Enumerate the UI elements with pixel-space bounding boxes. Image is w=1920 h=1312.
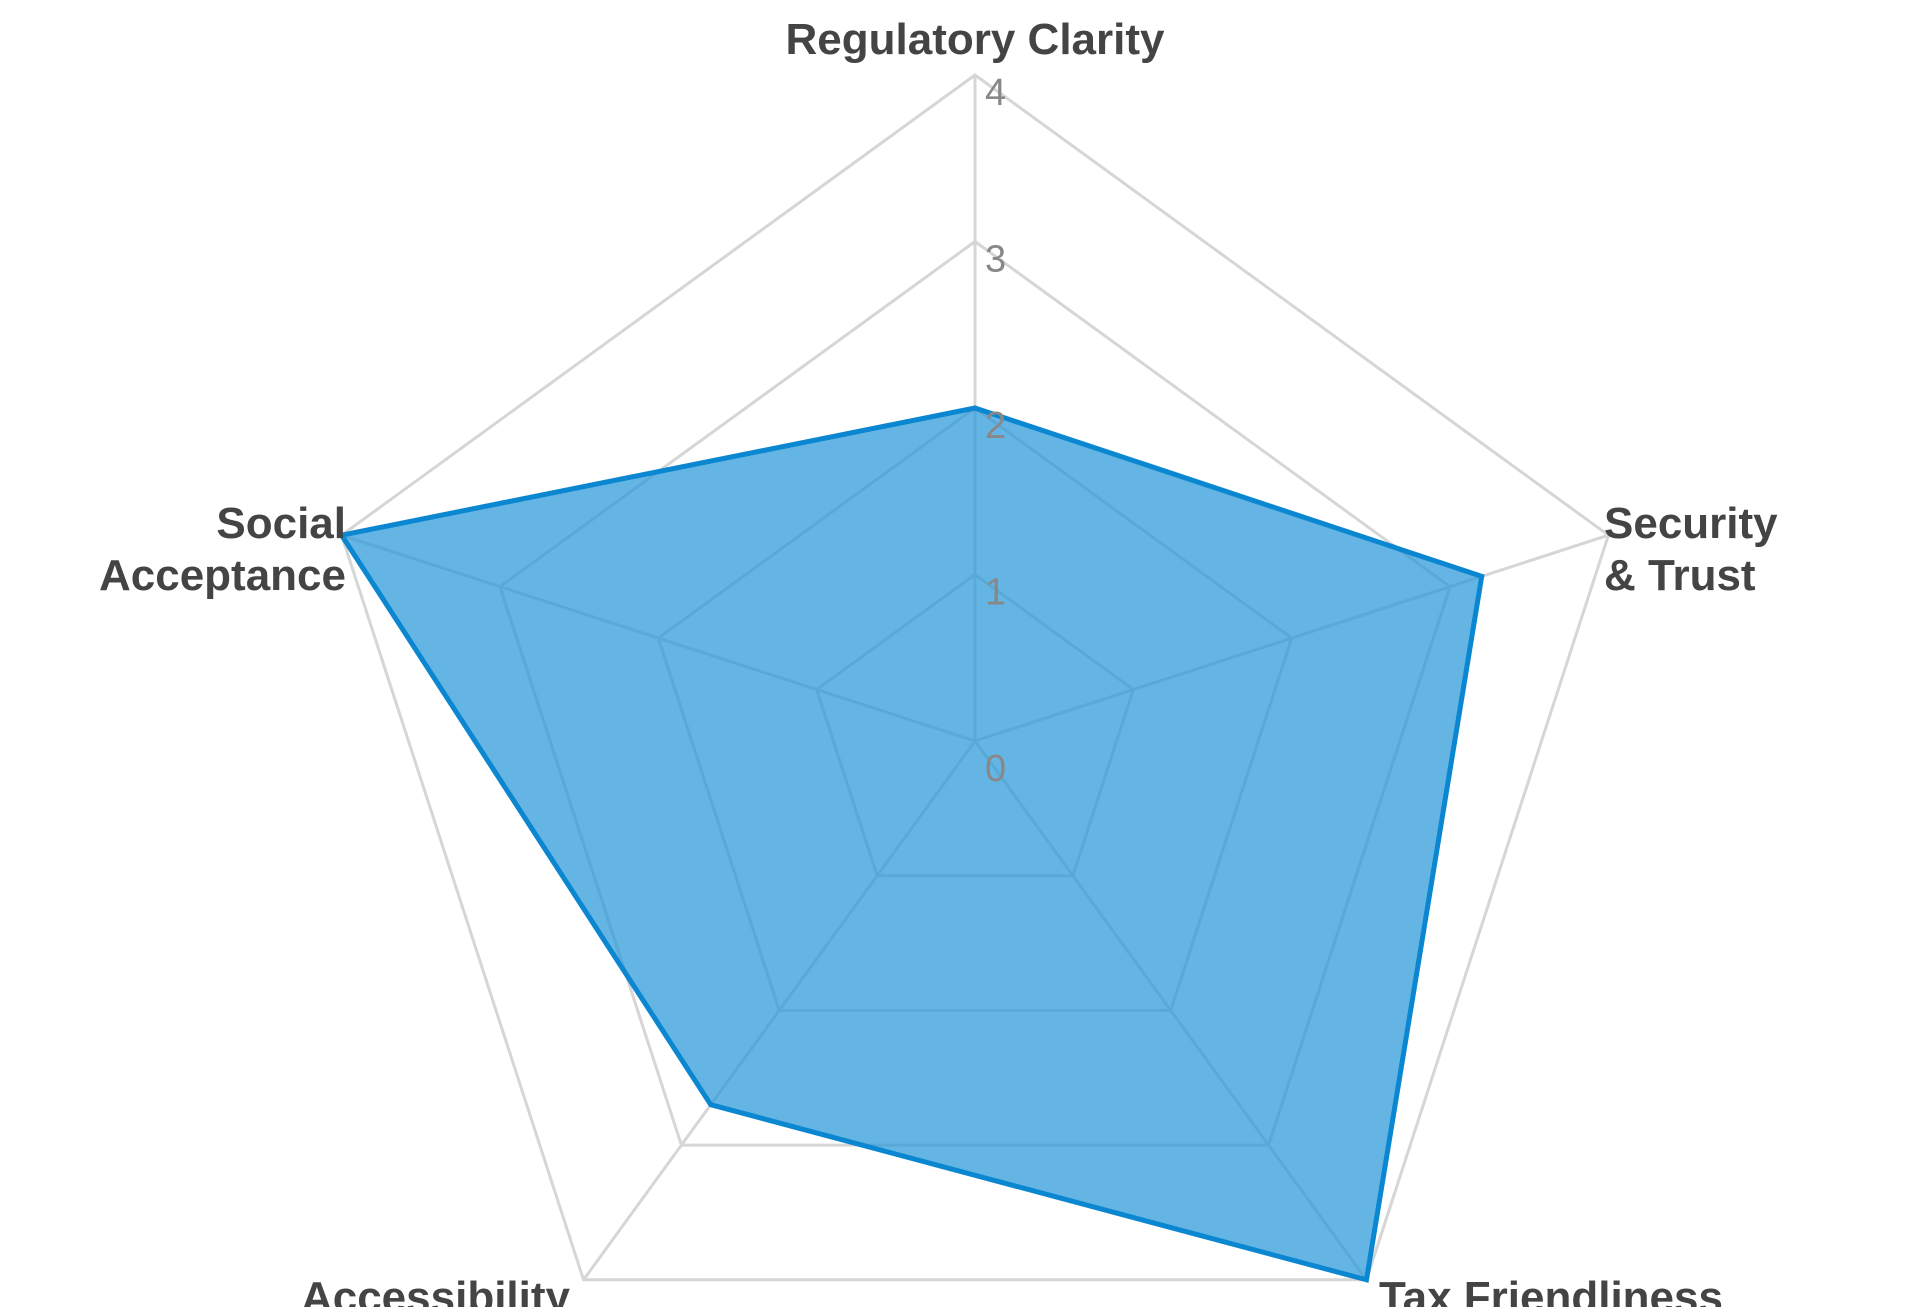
axis-label-layer: Regulatory Clarity Security & Trust Tax Fri… <box>99 15 1778 1312</box>
grid-ring-4 <box>339 73 1611 1282</box>
axis-label-4: Social Acceptance <box>99 499 346 600</box>
axis-label-line: Regulatory Clarity <box>786 15 1166 64</box>
data-layer <box>337 405 1485 1283</box>
tick-layer: 0 1 2 3 4 <box>985 72 1006 790</box>
tick-label-0: 0 <box>985 748 1006 790</box>
tick-label-1: 1 <box>985 572 1006 614</box>
tick-label-3: 3 <box>985 239 1006 281</box>
axis-label-line: Social <box>216 499 346 548</box>
axis-label-1: Security & Trust <box>1604 499 1778 600</box>
axis-label-line: & Trust <box>1604 551 1756 600</box>
axis-label-2: Tax Friendliness <box>1379 1273 1723 1307</box>
axis-label-3: Accessibility <box>301 1273 571 1307</box>
series-area-0 <box>337 405 1485 1283</box>
axis-label-0: Regulatory Clarity <box>786 15 1166 64</box>
axis-label-line: Acceptance <box>99 551 346 600</box>
axis-label-line: Accessibility <box>301 1273 571 1307</box>
axis-label-line: Security <box>1604 499 1778 548</box>
tick-label-4: 4 <box>985 72 1006 114</box>
tick-label-2: 2 <box>985 405 1006 447</box>
axis-label-line: Tax Friendliness <box>1379 1273 1723 1307</box>
